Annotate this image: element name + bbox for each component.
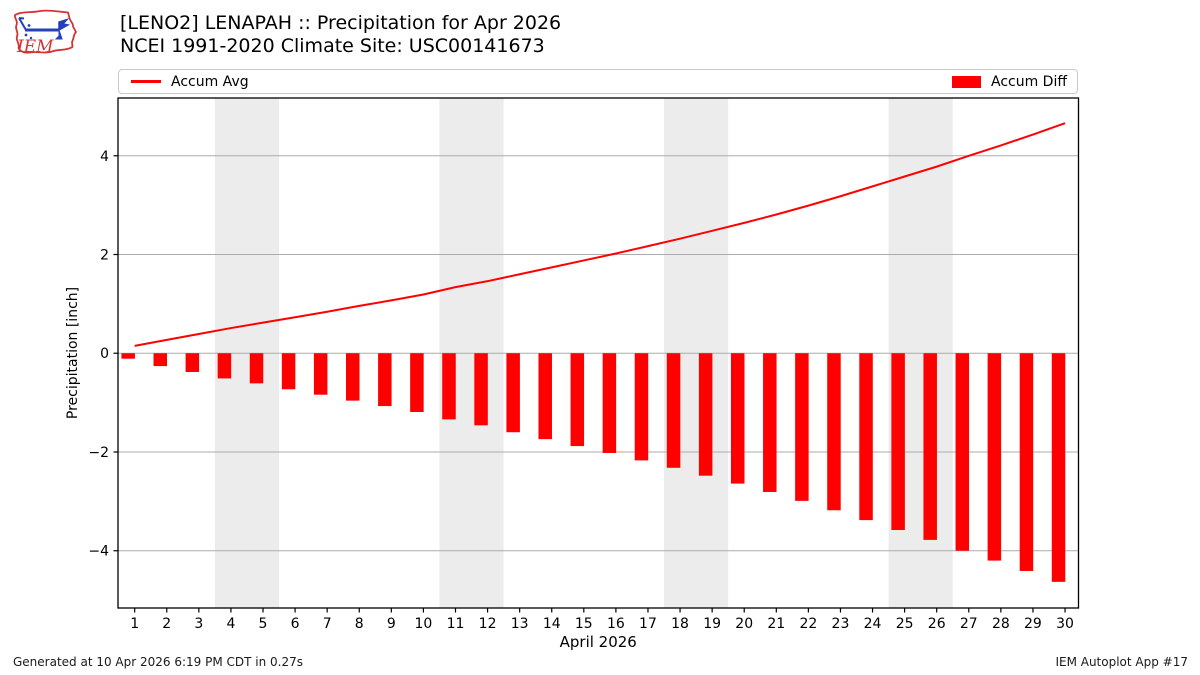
x-tick-label: 25 — [896, 616, 914, 632]
accum-avg-line-swatch — [131, 80, 161, 83]
accum-diff-bar — [795, 353, 809, 501]
accum-diff-bar — [378, 353, 392, 407]
x-tick-label: 24 — [864, 616, 882, 632]
x-tick-label: 23 — [832, 616, 850, 632]
accum-diff-bar — [602, 353, 617, 453]
x-tick-label: 27 — [960, 616, 978, 632]
y-tick-label: −4 — [88, 544, 109, 560]
accum-diff-bar — [185, 353, 200, 373]
x-tick-label: 8 — [355, 616, 364, 632]
x-axis-label: April 2026 — [560, 633, 637, 651]
accum-diff-rect-swatch — [951, 75, 981, 88]
accum-diff-bar — [859, 353, 873, 521]
accum-diff-bar — [730, 353, 745, 484]
x-tick-label: 28 — [992, 616, 1010, 632]
x-tick-label: 22 — [799, 616, 817, 632]
legend-item-accum-avg: Accum Avg — [131, 74, 249, 90]
y-axis-label: Precipitation [inch] — [65, 287, 81, 419]
x-tick-label: 10 — [414, 616, 432, 632]
x-tick-label: 7 — [323, 616, 332, 632]
accum-diff-bar — [506, 353, 520, 433]
x-tick-label: 14 — [543, 616, 561, 632]
accum-diff-bar — [121, 353, 135, 359]
accum-diff-bar — [955, 353, 970, 551]
accum-diff-bar — [442, 353, 456, 420]
title-block: [LENO2] LENAPAH :: Precipitation for Apr… — [120, 12, 561, 58]
x-tick-label: 6 — [291, 616, 300, 632]
x-tick-label: 11 — [447, 616, 465, 632]
page-title: [LENO2] LENAPAH :: Precipitation for Apr… — [120, 12, 562, 34]
accum-diff-bar — [570, 353, 585, 447]
x-tick-label: 30 — [1056, 616, 1074, 632]
x-tick-label: 3 — [194, 616, 203, 632]
legend-item-accum-diff: Accum Diff — [951, 73, 1067, 90]
x-tick-label: 19 — [703, 616, 721, 632]
accum-avg-line — [134, 122, 1066, 347]
legend: Accum Avg Accum Diff — [118, 69, 1078, 94]
accum-diff-bar — [410, 353, 424, 412]
x-tick-label: 29 — [1024, 616, 1042, 632]
accum-diff-bar — [281, 353, 296, 390]
x-tick-label: 4 — [226, 616, 235, 632]
accum-diff-bar — [634, 353, 649, 461]
x-tick-label: 12 — [479, 616, 497, 632]
x-tick-label: 2 — [162, 616, 171, 632]
x-tick-label: 5 — [259, 616, 268, 632]
x-tick-label: 18 — [671, 616, 689, 632]
x-tick-label: 1 — [130, 616, 139, 632]
accum-diff-bar — [763, 353, 777, 492]
accum-diff-bar — [249, 353, 264, 384]
x-tick-label: 15 — [575, 616, 593, 632]
x-tick-label: 13 — [511, 616, 529, 632]
y-tick-label: 2 — [100, 248, 109, 264]
accum-diff-bar — [313, 353, 328, 395]
accum-diff-bar — [827, 353, 841, 511]
y-tick-label: 4 — [100, 149, 109, 165]
x-tick-label: 20 — [735, 616, 753, 632]
accum-diff-bar — [1051, 353, 1066, 582]
x-tick-label: 9 — [387, 616, 396, 632]
iowa-outline-icon — [13, 9, 77, 54]
accum-diff-bar — [153, 353, 168, 367]
accum-diff-bar — [987, 353, 1002, 561]
logo-text: IEM — [16, 37, 54, 57]
y-tick-label: 0 — [100, 346, 109, 362]
accum-diff-bar — [923, 353, 937, 540]
accum-avg-label: Accum Avg — [171, 73, 249, 90]
app-reference: IEM Autoplot App #17 — [1055, 655, 1188, 669]
x-tick-label: 16 — [607, 616, 625, 632]
page-subtitle: NCEI 1991-2020 Climate Site: USC00141673 — [120, 35, 545, 57]
accum-diff-bar — [345, 353, 360, 401]
accum-diff-bar — [698, 353, 713, 476]
accum-diff-label: Accum Diff — [990, 73, 1067, 90]
accum-diff-bar — [217, 353, 232, 379]
accum-diff-bar — [666, 353, 681, 468]
accum-diff-bar — [1019, 353, 1034, 571]
x-tick-label: 21 — [767, 616, 785, 632]
anemometer-icon — [18, 17, 71, 40]
iem-logo: IEM — [6, 2, 78, 60]
y-tick-label: −2 — [88, 445, 109, 461]
accum-diff-bar — [474, 353, 488, 426]
accum-diff-bar — [538, 353, 552, 440]
x-tick-label: 26 — [928, 616, 946, 632]
x-tick-label: 17 — [639, 616, 657, 632]
generated-timestamp: Generated at 10 Apr 2026 6:19 PM CDT in … — [13, 655, 304, 669]
accum-diff-bar — [891, 353, 905, 530]
